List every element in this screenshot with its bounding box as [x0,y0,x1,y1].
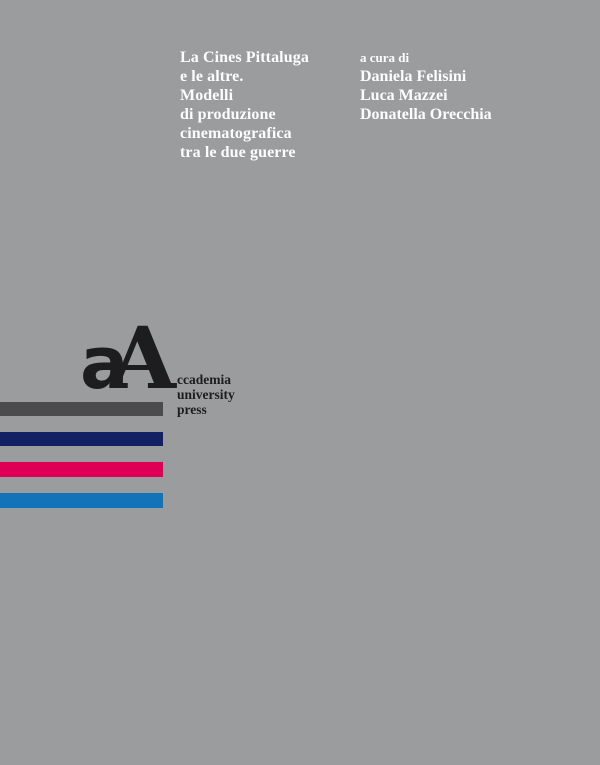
book-title: La Cines Pittaluga e le altre. Modelli d… [180,48,309,162]
title-line: cinematografica [180,125,292,142]
publisher-name: ccademia university press [177,372,235,417]
publisher-logo-uppercase-a: A [110,309,176,409]
editor-name: Donatella Orecchia [360,106,492,123]
title-line: Modelli [180,87,234,104]
editor-name: Luca Mazzei [360,87,448,104]
title-line: La Cines Pittaluga [180,49,309,66]
publisher-name-line: university [177,387,235,402]
publisher-name-line: ccademia [177,372,231,387]
edited-by-label: a cura di [360,50,410,65]
title-line: e le altre. [180,68,244,85]
editors-block: a cura di Daniela Felisini Luca Mazzei D… [360,48,492,124]
dark-gray-stripe [0,402,163,416]
title-line: tra le due guerre [180,144,296,161]
publisher-logo-lowercase-a: a [80,321,129,405]
title-line: di produzione [180,106,276,123]
blue-stripe [0,493,163,508]
navy-stripe [0,432,163,446]
publisher-name-line: press [177,402,207,417]
editor-name: Daniela Felisini [360,68,467,85]
magenta-stripe [0,462,163,477]
